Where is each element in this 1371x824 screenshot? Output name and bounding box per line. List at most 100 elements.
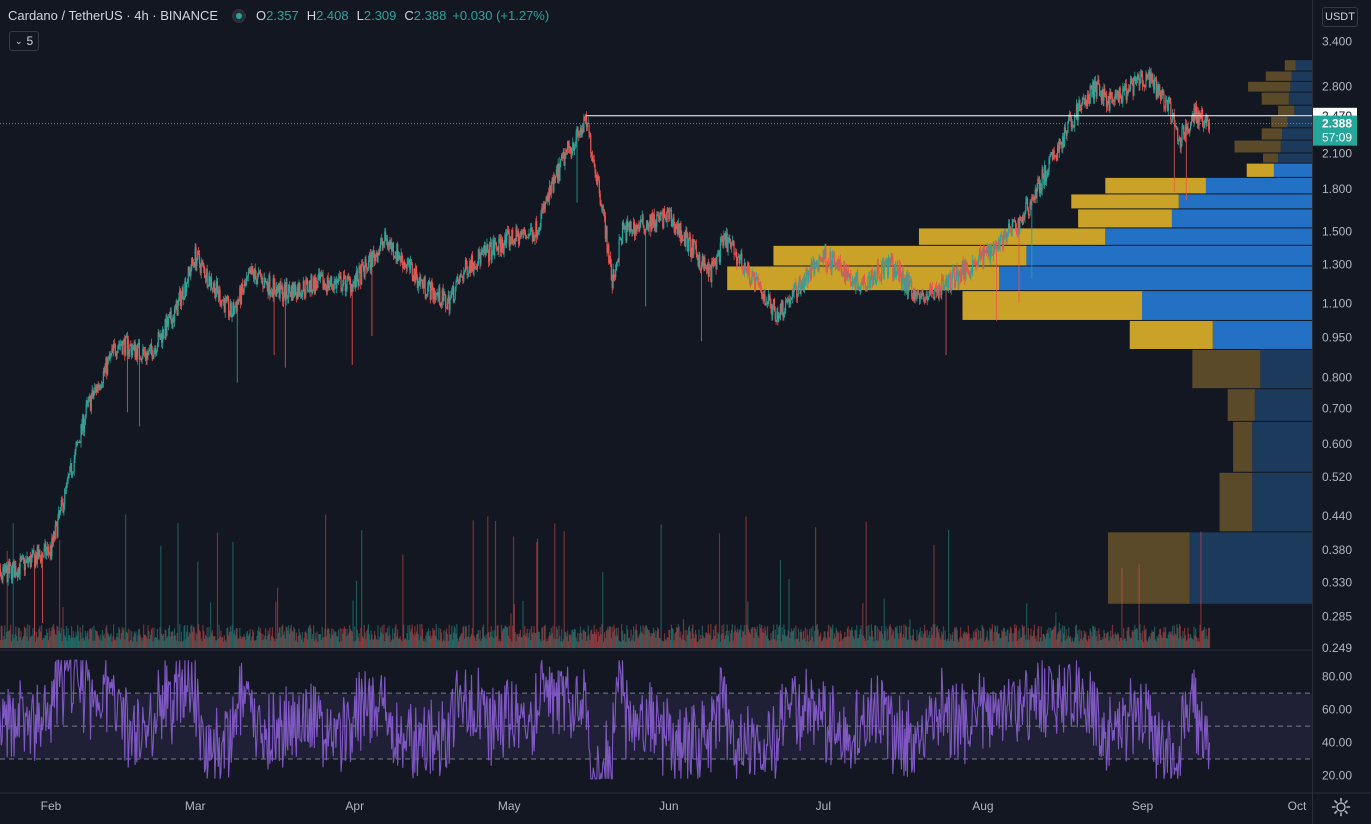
candle-body	[654, 222, 656, 228]
volume-bar	[197, 561, 199, 648]
candle-body	[764, 294, 766, 305]
candle-body	[714, 261, 716, 262]
volume-bar	[147, 625, 149, 648]
volume-bar	[618, 640, 620, 648]
volume-bar	[691, 628, 693, 648]
volume-bar	[18, 627, 20, 648]
volume-bar	[579, 626, 582, 648]
candle-body	[1138, 75, 1140, 86]
vp-down-bar	[1263, 153, 1278, 163]
candle-body	[1020, 220, 1023, 221]
volume-bar	[654, 630, 656, 648]
candle-body	[389, 241, 391, 245]
candle-body	[270, 292, 273, 293]
volume-bar	[156, 629, 159, 648]
volume-bar	[1160, 635, 1163, 648]
volume-bar	[814, 527, 817, 648]
volume-bar	[1129, 635, 1131, 648]
candle-body	[884, 262, 886, 266]
volume-bar	[1029, 635, 1031, 648]
volume-bar	[52, 625, 54, 648]
volume-bar	[434, 636, 437, 648]
volume-bar	[330, 638, 332, 648]
volume-bar	[881, 633, 884, 648]
volume-bar	[352, 600, 354, 648]
volume-bar	[838, 632, 840, 648]
volume-bar	[681, 635, 684, 648]
volume-bar	[306, 632, 308, 648]
candle-body	[711, 261, 713, 283]
candle-body	[1039, 183, 1042, 194]
candle-body	[879, 277, 881, 278]
volume-bar	[110, 633, 112, 648]
indicators-toggle-button[interactable]: ⌄ 5	[9, 31, 40, 51]
candle-body	[615, 269, 617, 278]
candle-body	[22, 556, 25, 560]
candle-body	[907, 275, 909, 294]
candle-body	[2, 566, 4, 580]
candle-body	[288, 284, 290, 298]
candle-body	[1136, 75, 1138, 81]
candle-body	[1195, 105, 1198, 124]
volume-bar	[1000, 637, 1002, 648]
gear-icon[interactable]	[1331, 797, 1351, 817]
volume-bar	[170, 631, 172, 648]
candle-body	[1059, 139, 1061, 145]
candle-body	[800, 284, 802, 294]
volume-bar	[634, 629, 636, 648]
volume-bar	[512, 536, 515, 648]
candle-body	[119, 344, 121, 345]
candle-body	[925, 293, 927, 300]
volume-bar	[251, 636, 253, 648]
change-value: +0.030 (+1.27%)	[452, 8, 550, 23]
last-price-label-bg	[1313, 115, 1357, 146]
volume-bar	[508, 625, 510, 648]
candle-body	[1079, 100, 1081, 108]
candle-body	[482, 249, 485, 252]
volume-bar	[534, 633, 536, 648]
candle-body	[903, 278, 905, 291]
symbol-label[interactable]: Cardano / TetherUS · 4h · BINANCE	[8, 8, 219, 23]
candle-body	[953, 269, 955, 272]
volume-bar	[593, 624, 595, 648]
currency-tag[interactable]: USDT	[1322, 7, 1358, 27]
candle-body	[816, 262, 818, 266]
candle-body	[215, 292, 217, 299]
candle-body	[1035, 189, 1037, 198]
volume-bar	[63, 629, 65, 648]
volume-bar	[1020, 637, 1022, 648]
candle-body	[669, 210, 672, 212]
volume-bar	[242, 636, 244, 648]
candle-body	[692, 239, 694, 255]
volume-bar	[300, 639, 303, 648]
candle-body	[633, 222, 636, 236]
volume-bar	[648, 629, 650, 648]
candle-body	[731, 240, 733, 244]
volume-bar	[290, 624, 292, 648]
volume-bar	[131, 631, 133, 648]
volume-bar	[1107, 631, 1109, 648]
volume-bar	[331, 635, 334, 648]
time-tick-label: Sep	[1132, 799, 1154, 813]
volume-bar	[851, 630, 854, 648]
volume-bar	[21, 640, 23, 648]
candle-body	[552, 178, 554, 192]
volume-bar	[1087, 635, 1090, 648]
candle-body	[246, 276, 249, 278]
candle-body	[196, 259, 198, 267]
volume-bar	[44, 635, 46, 648]
volume-bar	[19, 637, 21, 648]
candle-body	[993, 244, 995, 250]
volume-bar	[1141, 630, 1144, 648]
candle-body	[139, 355, 141, 360]
volume-bar	[1198, 641, 1200, 648]
candle-body	[770, 303, 772, 309]
volume-bar	[835, 627, 837, 648]
volume-bar	[1145, 628, 1147, 648]
volume-bar	[28, 640, 30, 648]
volume-bar	[899, 632, 902, 648]
volume-bar	[364, 632, 366, 648]
candle-body	[863, 275, 865, 285]
volume-bar	[1109, 636, 1111, 648]
